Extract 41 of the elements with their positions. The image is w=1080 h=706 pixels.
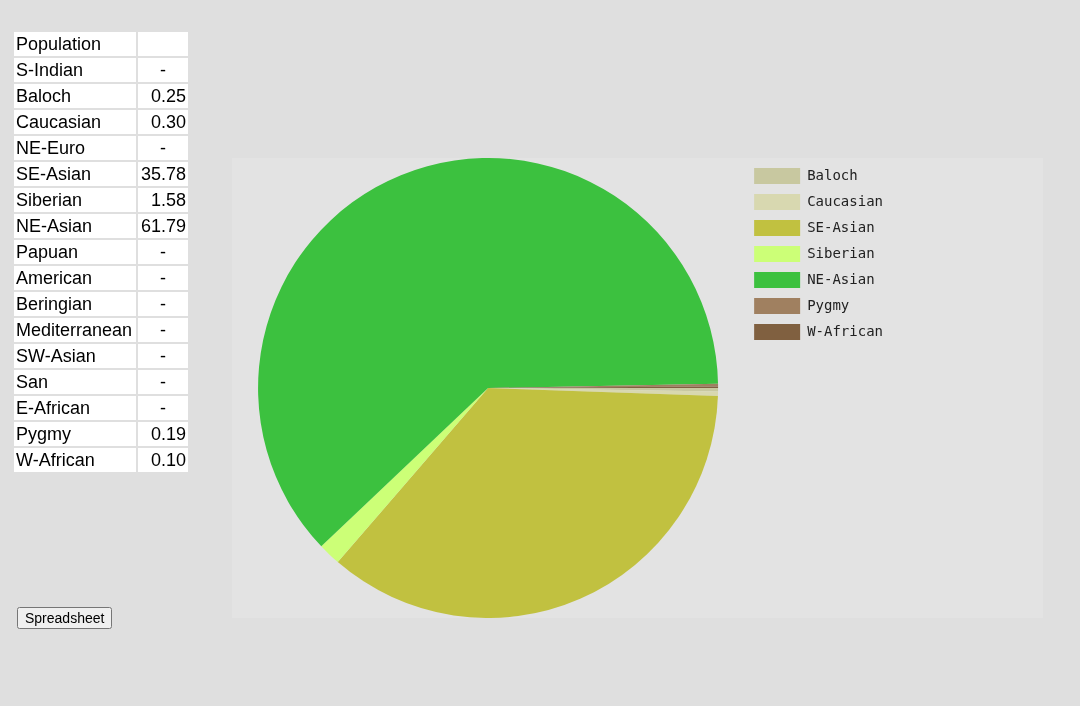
category-label: San: [14, 370, 136, 394]
text: -: [160, 345, 166, 366]
category-label: American: [14, 266, 136, 290]
legend-label: Pygmy: [807, 296, 850, 313]
text: -: [160, 59, 166, 80]
text: 0.30: [150, 111, 186, 132]
text: -: [160, 137, 166, 158]
category-label: NE-Asian: [14, 214, 136, 238]
category-label: Caucasian: [14, 110, 136, 134]
text: 0.25: [150, 85, 186, 106]
text: -: [160, 371, 166, 392]
text: 0.19: [150, 423, 186, 444]
category-label: Beringian: [14, 292, 136, 316]
text: -: [160, 293, 166, 314]
category-label: S-Indian: [14, 58, 136, 82]
legend-label: SE-Asian: [807, 218, 875, 235]
category-label: SW-Asian: [14, 344, 136, 368]
category-label: SE-Asian: [14, 162, 136, 186]
text: Spreadsheet: [17, 607, 113, 629]
legend-label: Caucasian: [807, 192, 883, 209]
category-label: E-African: [14, 396, 136, 420]
category-label: NE-Euro: [14, 136, 136, 160]
text: -: [160, 241, 166, 262]
legend-label: Siberian: [807, 244, 875, 261]
text: 1.58: [150, 189, 186, 210]
category-label: Siberian: [14, 188, 136, 212]
text: -: [160, 397, 166, 418]
text: 61.79: [140, 215, 186, 236]
text: 0.10: [150, 449, 186, 470]
text: Population: [14, 32, 136, 56]
legend-label: Baloch: [807, 166, 858, 183]
legend-label: W-African: [807, 322, 883, 339]
category-label: Baloch: [14, 84, 136, 108]
text: 35.78: [140, 163, 186, 184]
category-label: Mediterranean: [14, 318, 136, 342]
category-label: Papuan: [14, 240, 136, 264]
category-label: W-African: [14, 448, 136, 472]
text: -: [160, 319, 166, 340]
category-label: Pygmy: [14, 422, 136, 446]
legend-label: NE-Asian: [807, 270, 875, 287]
text: -: [160, 267, 166, 288]
